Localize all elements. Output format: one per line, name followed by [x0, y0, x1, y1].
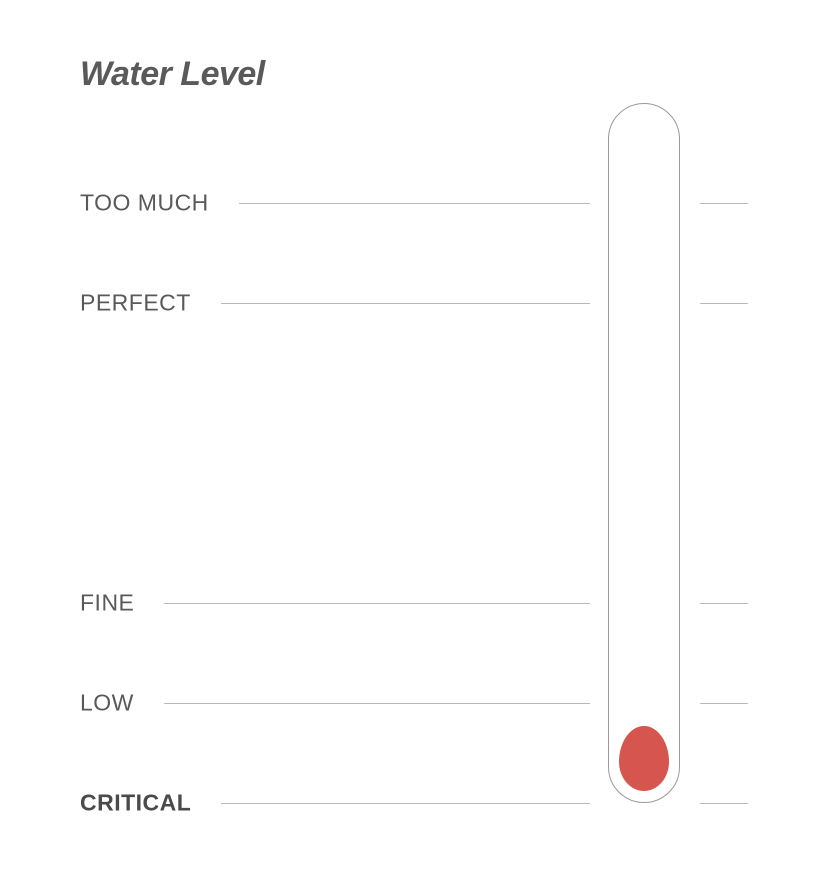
- level-line-right: [700, 703, 748, 704]
- level-line-right: [700, 603, 748, 604]
- level-label: PERFECT: [80, 290, 206, 317]
- level-line-left: [221, 303, 590, 304]
- level-indicator: [619, 726, 669, 791]
- level-line-left: [239, 203, 590, 204]
- level-line-right: [700, 303, 748, 304]
- level-line-right: [700, 203, 748, 204]
- level-line-left: [221, 803, 590, 804]
- level-line-left: [164, 603, 590, 604]
- page-title: Water Level: [80, 55, 748, 94]
- level-line-right: [700, 803, 748, 804]
- gauge-tube: [608, 103, 680, 803]
- level-line-left: [164, 703, 590, 704]
- level-label: LOW: [80, 690, 149, 717]
- water-level-gauge: Water Level TOO MUCH PERFECT FINE LOW CRITIC…: [0, 0, 828, 873]
- level-label: FINE: [80, 590, 149, 617]
- level-label: TOO MUCH: [80, 190, 224, 217]
- gauge-area: TOO MUCHPERFECTFINELOWCRITICAL: [80, 103, 748, 803]
- level-label: CRITICAL: [80, 790, 206, 817]
